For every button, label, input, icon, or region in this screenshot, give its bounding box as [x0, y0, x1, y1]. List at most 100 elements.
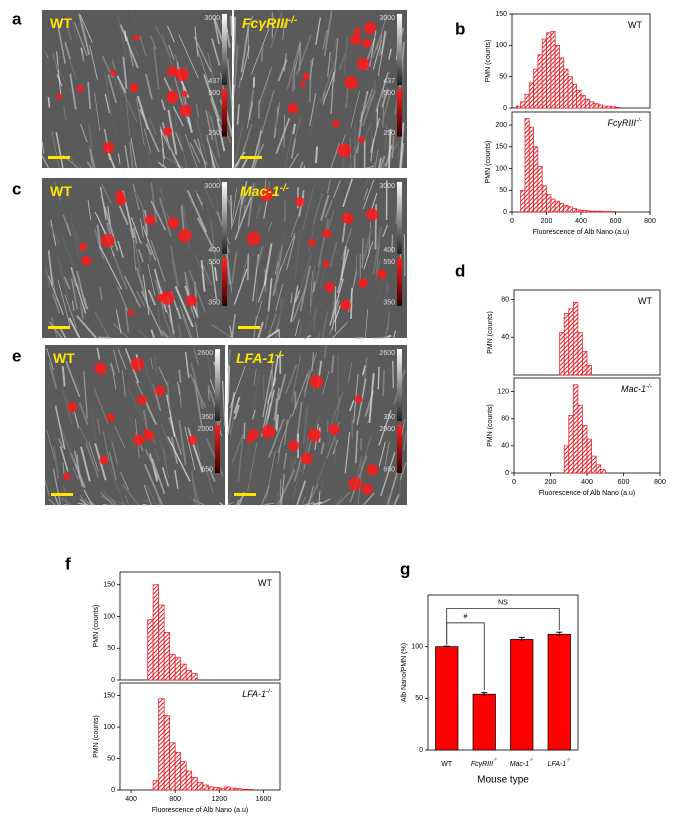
cell — [329, 424, 340, 435]
cell — [106, 413, 114, 421]
histogram-bar — [186, 670, 192, 680]
cell — [357, 58, 370, 71]
cell — [186, 295, 198, 307]
x-axis-label: Fluorescence of Alb Nano (a.u) — [533, 229, 630, 236]
fiber — [378, 367, 379, 389]
cell — [310, 375, 324, 389]
bar — [473, 694, 496, 750]
y-tick-label: 50 — [107, 755, 115, 762]
cell — [166, 91, 178, 103]
colorbar-label: 250 — [383, 130, 395, 137]
colorbar-label: 2600 — [197, 350, 213, 357]
cell — [366, 208, 378, 220]
y-tick-label: 100 — [495, 165, 507, 172]
x-tick-label-sup: -/- — [529, 757, 534, 763]
cell — [163, 127, 172, 136]
fiber — [277, 491, 278, 505]
cell — [188, 435, 197, 444]
cell — [354, 28, 361, 35]
colorbar-red — [397, 258, 402, 306]
cell — [337, 144, 351, 158]
histogram-bar — [181, 762, 187, 790]
colorbar-label: 2000 — [379, 426, 395, 433]
histogram-bar — [547, 33, 551, 108]
cell — [262, 425, 276, 439]
image-label-sup: -/- — [288, 15, 297, 26]
histogram-bar — [542, 186, 546, 212]
fiber — [372, 337, 388, 338]
y-tick-label: 50 — [499, 74, 507, 81]
cell — [77, 85, 84, 92]
histogram-bar — [611, 107, 615, 108]
histogram-bar — [569, 415, 574, 473]
cell — [63, 473, 71, 481]
scale-bar — [238, 326, 260, 329]
fiber — [244, 423, 245, 439]
scale-bar — [240, 156, 262, 159]
histogram-bar — [534, 147, 538, 212]
fiber — [262, 43, 263, 61]
colorbar-gray — [215, 349, 220, 421]
histogram-bar — [241, 789, 247, 790]
cell — [367, 464, 379, 476]
x-tick-label: 0 — [512, 479, 516, 486]
y-tick-label: 0 — [505, 470, 509, 477]
histogram-bar — [521, 102, 525, 108]
cell — [323, 260, 330, 267]
x-tick-label: 600 — [618, 479, 630, 486]
histogram-bar — [170, 655, 176, 680]
histogram-bar — [181, 664, 187, 680]
histogram-bar — [587, 439, 592, 473]
x-tick-label: 800 — [654, 479, 666, 486]
x-tick-label-main: Mac-1 — [510, 761, 530, 768]
cell — [101, 234, 115, 248]
histogram-bar — [230, 788, 236, 790]
scale-bar — [48, 156, 70, 159]
histogram-bar — [203, 785, 209, 790]
histogram-bar — [578, 405, 583, 473]
x-tick-label: 800 — [644, 218, 656, 225]
histogram-bar — [247, 789, 253, 790]
fiber — [351, 288, 352, 319]
colorbar-gray — [397, 14, 402, 85]
image-label-sup: -/- — [280, 183, 289, 194]
colorbar-label: 3000 — [204, 183, 220, 190]
x-tick-label: Mac-1-/- — [510, 757, 534, 768]
fiber — [392, 136, 393, 159]
cell — [115, 190, 124, 199]
histogram-bar — [225, 787, 231, 790]
x-tick-label-main: LFA-1 — [548, 761, 567, 768]
histogram-bar — [559, 58, 563, 108]
y-axis-label: PMN (counts) — [485, 40, 492, 83]
cell — [178, 229, 192, 243]
histogram-bar — [236, 789, 242, 790]
histogram-bar — [534, 69, 538, 108]
y-axis-label: PMN (counts) — [487, 404, 494, 447]
histogram-bar — [525, 94, 529, 108]
colorbar-label: 437 — [383, 78, 395, 85]
histogram-bar — [521, 190, 525, 212]
annotation: NS — [498, 599, 508, 606]
histogram-bar — [590, 102, 594, 108]
colorbar-label: 3000 — [204, 15, 220, 22]
panel-letter: c — [12, 179, 21, 198]
colorbar-red — [397, 425, 402, 473]
colorbar-label: 400 — [383, 247, 395, 254]
histogram-bar — [564, 314, 569, 375]
histogram-bar — [581, 95, 585, 108]
colorbar-label: 400 — [208, 247, 220, 254]
cell — [110, 70, 116, 76]
x-tick-label: 600 — [610, 218, 622, 225]
image-label: WT — [53, 350, 75, 366]
cell — [168, 217, 180, 229]
cell — [324, 282, 334, 292]
y-tick-label: 100 — [411, 644, 423, 651]
histogram-bar — [585, 99, 589, 108]
annotation: # — [464, 614, 468, 621]
histogram-label-main: WT — [628, 20, 642, 30]
histogram-bar — [525, 119, 529, 212]
y-tick-label: 0 — [503, 209, 507, 216]
cell — [133, 434, 144, 445]
x-tick-label: WT — [441, 761, 453, 768]
